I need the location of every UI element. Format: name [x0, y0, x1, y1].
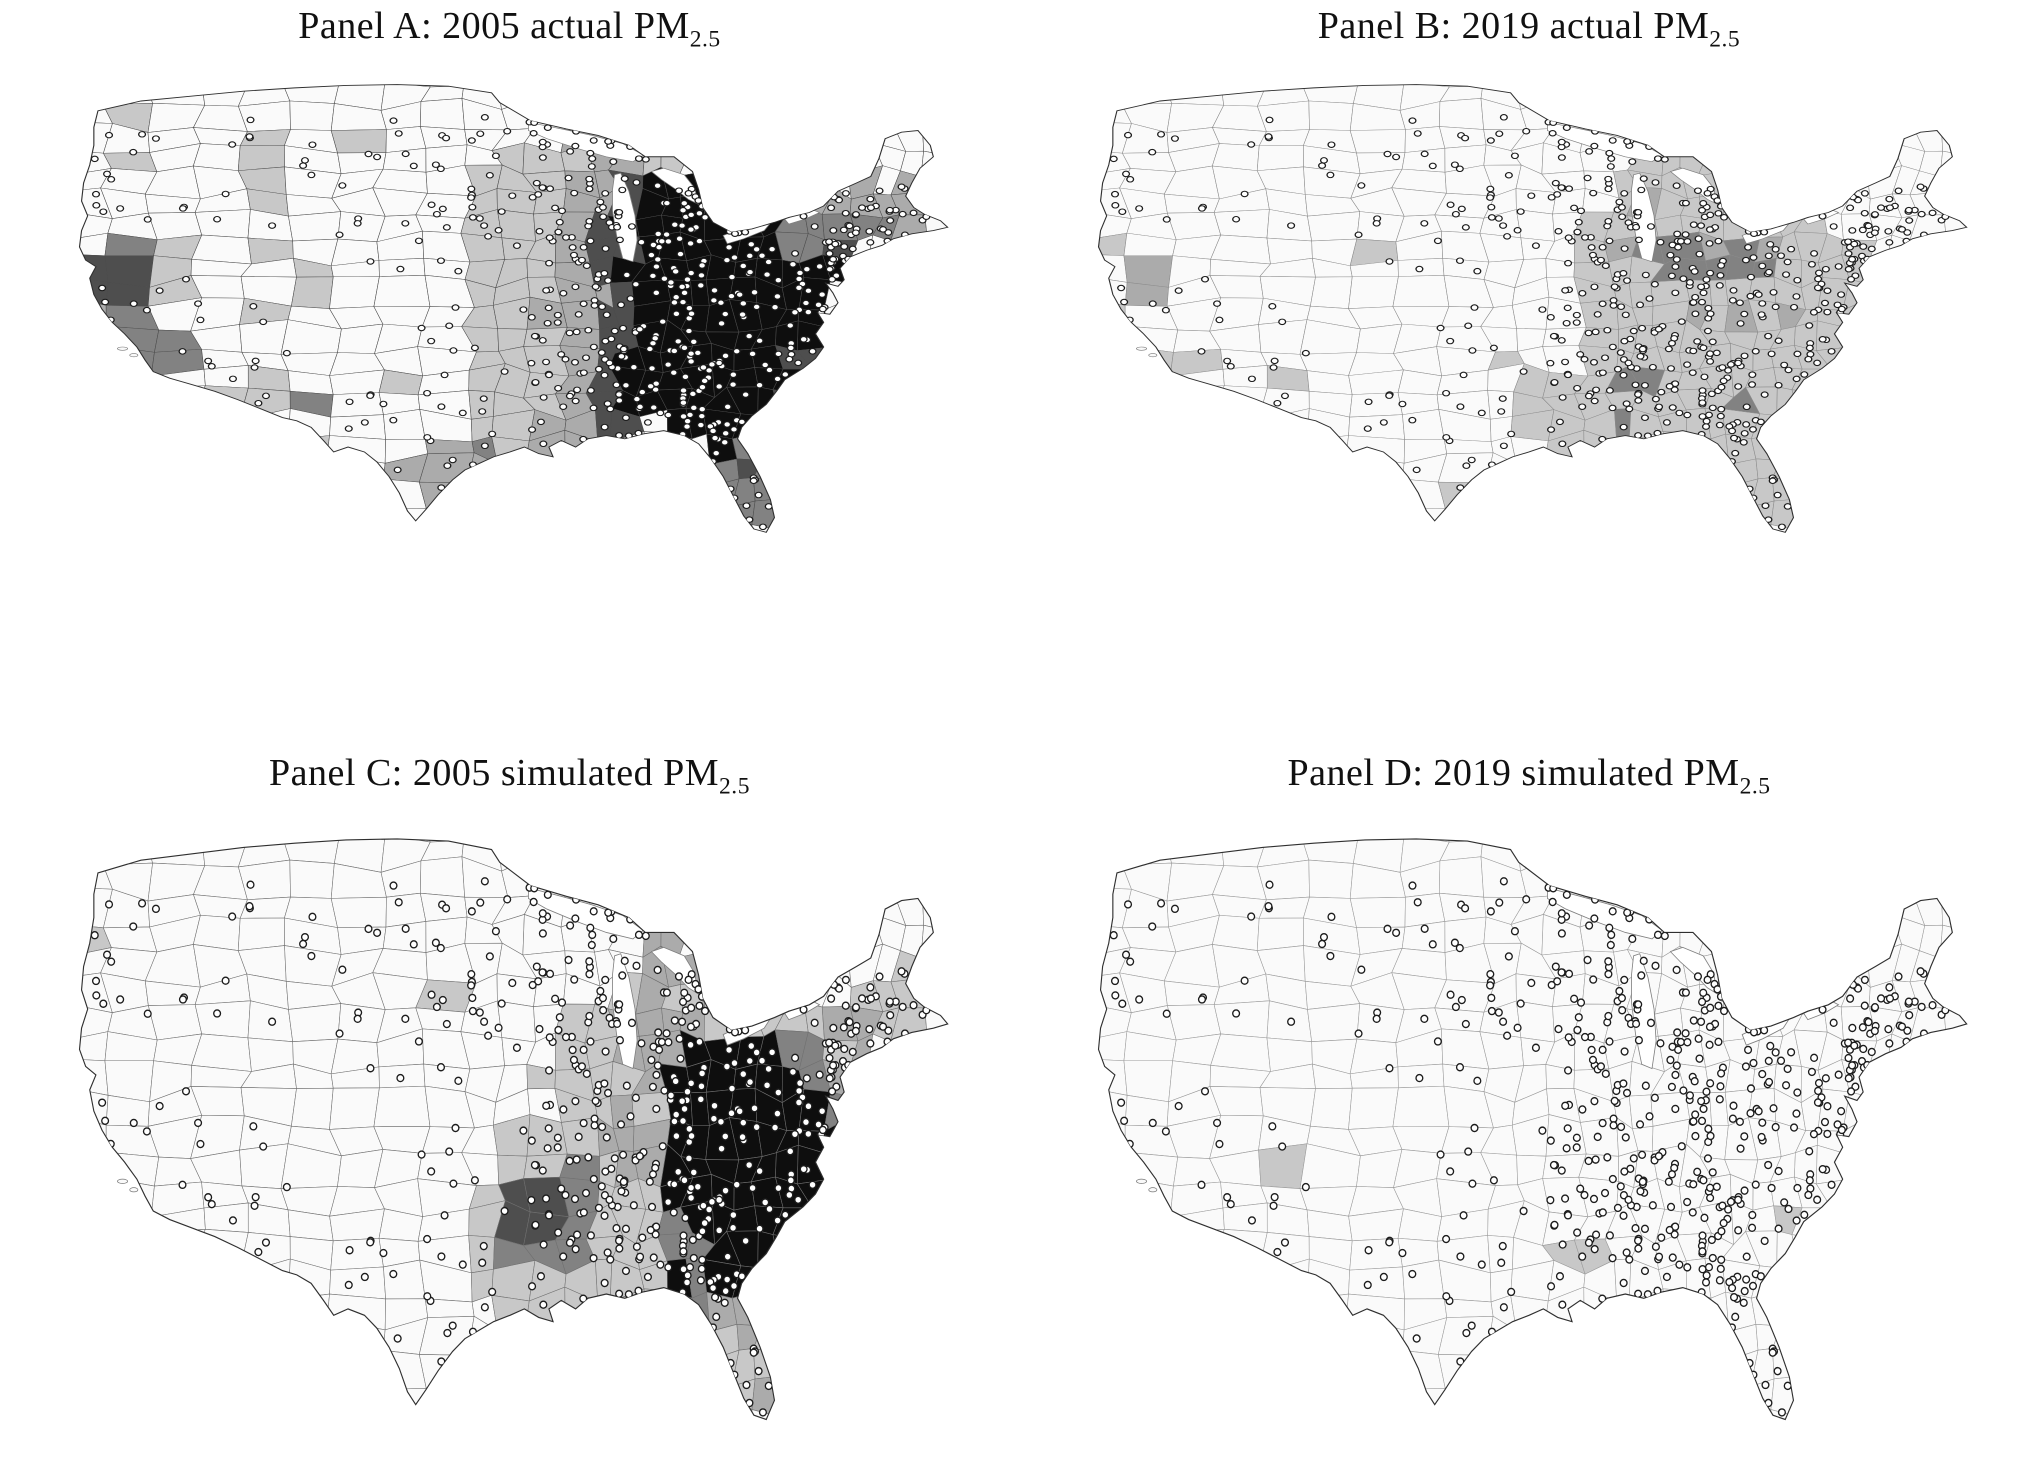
panel-d: Panel D: 2019 simulated PM2.5 — [1019, 737, 2039, 1473]
panel-b-title-subscript: 2.5 — [1709, 26, 1741, 53]
panel-c-title-subscript: 2.5 — [719, 773, 750, 800]
panel-c-choropleth-map — [78, 838, 949, 1420]
panel-c-title-text: Panel C: 2005 simulated PM — [269, 752, 720, 794]
panel-b-title-text: Panel B: 2019 actual PM — [1317, 5, 1710, 47]
panel-a-title: Panel A: 2005 actual PM2.5 — [0, 5, 1019, 51]
panel-b: Panel B: 2019 actual PM2.5 — [1019, 0, 2039, 737]
panel-d-title-text: Panel D: 2019 simulated PM — [1287, 752, 1740, 794]
panel-a-choropleth-map — [78, 83, 949, 533]
panel-b-title: Panel B: 2019 actual PM2.5 — [1019, 5, 2039, 51]
panel-d-choropleth-map — [1097, 838, 1968, 1420]
panel-c: Panel C: 2005 simulated PM2.5 — [0, 737, 1019, 1473]
panel-b-choropleth-map — [1097, 83, 1968, 533]
panel-a: Panel A: 2005 actual PM2.5 — [0, 0, 1019, 737]
panel-d-title-subscript: 2.5 — [1739, 773, 1771, 800]
panel-d-title: Panel D: 2019 simulated PM2.5 — [1019, 752, 2039, 798]
panel-a-title-text: Panel A: 2005 actual PM — [298, 5, 690, 47]
panel-c-title: Panel C: 2005 simulated PM2.5 — [0, 752, 1019, 798]
panel-a-title-subscript: 2.5 — [689, 26, 721, 53]
